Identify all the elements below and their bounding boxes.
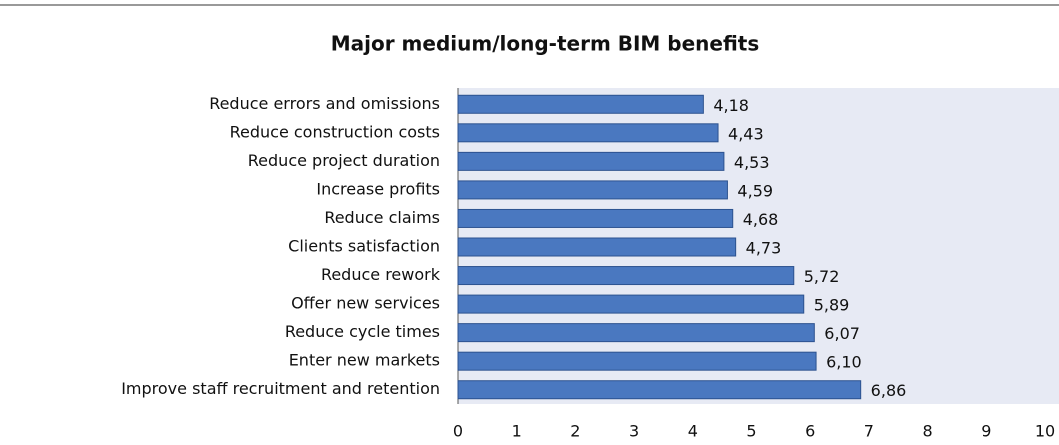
x-tick-label: 5 [746,422,756,441]
y-tick-label: Reduce construction costs [230,122,440,141]
y-tick-label: Reduce cycle times [285,322,440,341]
value-label: 6,86 [871,381,907,400]
value-label: 5,72 [804,267,840,286]
x-tick-label: 7 [864,422,874,441]
value-label: 4,59 [737,181,773,200]
bar [457,151,725,171]
chart-title: Major medium/long-term BIM benefits [331,32,760,56]
x-tick-label: 2 [570,422,580,441]
bar [457,237,737,257]
value-label: 5,89 [814,296,850,315]
y-tick-label: Offer new services [291,294,440,313]
bar [457,380,862,400]
bar [457,208,734,228]
value-label: 4,18 [713,96,749,115]
bar [457,123,719,143]
y-tick-label: Clients satisfaction [288,237,440,256]
y-tick-label: Reduce errors and omissions [209,94,440,113]
y-tick-label: Reduce rework [321,265,441,284]
y-tick-label: Enter new markets [289,351,440,370]
bar [457,294,805,314]
value-label: 4,68 [743,210,779,229]
x-tick-label: 9 [981,422,991,441]
bar [457,323,815,343]
value-label: 6,07 [824,324,860,343]
y-tick-label: Improve staff recruitment and retention [121,379,440,398]
x-tick-label: 1 [512,422,522,441]
y-tick-label: Increase profits [316,179,440,198]
x-tick-label: 10 [1035,422,1055,441]
y-tick-label: Reduce project duration [248,151,440,170]
y-tick-label: Reduce claims [324,208,440,227]
x-tick-label: 4 [688,422,698,441]
value-label: 6,10 [826,353,862,372]
x-tick-label: 6 [805,422,815,441]
bar [457,351,817,371]
x-tick-label: 3 [629,422,639,441]
bar [457,180,728,200]
value-label: 4,43 [728,124,764,143]
value-label: 4,53 [734,153,770,172]
x-tick-label: 0 [453,422,463,441]
x-tick-label: 8 [923,422,933,441]
bar [457,94,704,114]
bar [457,266,795,286]
value-label: 4,73 [746,239,782,258]
